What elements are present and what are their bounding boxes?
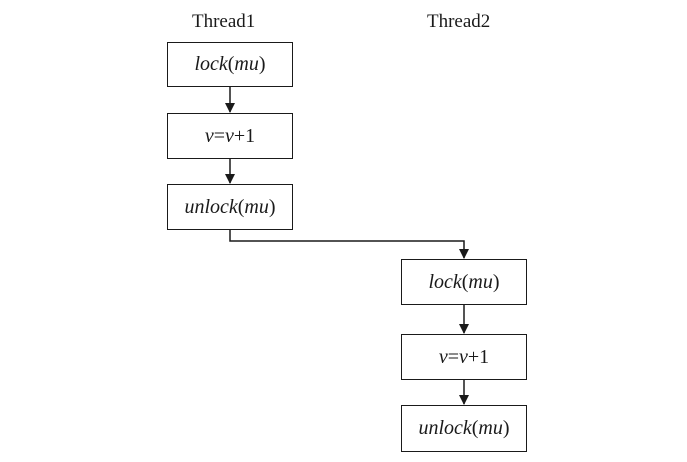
t1-unlock-box: unlock(mu) bbox=[167, 184, 293, 230]
t1-assign-mid: v bbox=[225, 124, 234, 147]
t1-assign-lhs: v bbox=[204, 124, 214, 147]
t1-lock-paren-open: ( bbox=[227, 53, 235, 75]
t1-assign-num: 1 bbox=[245, 124, 256, 147]
t1-assign-box: v = v +1 bbox=[167, 113, 293, 159]
arrow-t1-unlock-to-t2-lock bbox=[229, 230, 469, 259]
t1-unlock-paren-open: ( bbox=[237, 195, 245, 218]
t1-lock-arg: mu bbox=[234, 53, 259, 75]
t1-unlock-paren-close: ) bbox=[268, 195, 276, 218]
t2-assign-lhs: v bbox=[438, 345, 448, 368]
t2-lock-func: lock bbox=[428, 270, 462, 293]
thread2-header: Thread2 bbox=[427, 11, 491, 32]
t1-unlock-func: unlock bbox=[184, 195, 238, 218]
t2-assign-eq: = bbox=[447, 345, 459, 368]
t1-assign-eq: = bbox=[213, 124, 225, 147]
t2-lock-box: lock(mu) bbox=[401, 259, 527, 305]
t1-unlock-arg: mu bbox=[244, 195, 269, 218]
t2-assign-box: v = v +1 bbox=[401, 334, 527, 380]
t2-lock-paren-open: ( bbox=[461, 270, 469, 293]
t2-assign-mid: v bbox=[459, 345, 468, 368]
t2-lock-arg: mu bbox=[468, 270, 493, 293]
t2-unlock-func: unlock bbox=[418, 417, 472, 439]
t1-assign-plus: + bbox=[233, 124, 246, 147]
t1-lock-paren-close: ) bbox=[258, 53, 266, 75]
t2-assign-plus: + bbox=[467, 345, 480, 368]
thread1-header: Thread1 bbox=[192, 11, 256, 32]
t2-unlock-paren-open: ( bbox=[471, 417, 479, 439]
t2-unlock-paren-close: ) bbox=[502, 417, 510, 439]
t1-lock-box: lock(mu) bbox=[167, 42, 293, 87]
t1-lock-func: lock bbox=[194, 53, 228, 75]
t2-lock-paren-close: ) bbox=[492, 270, 500, 293]
t2-unlock-box: unlock(mu) bbox=[401, 405, 527, 452]
t2-assign-num: 1 bbox=[479, 345, 490, 368]
t2-unlock-arg: mu bbox=[478, 417, 503, 439]
